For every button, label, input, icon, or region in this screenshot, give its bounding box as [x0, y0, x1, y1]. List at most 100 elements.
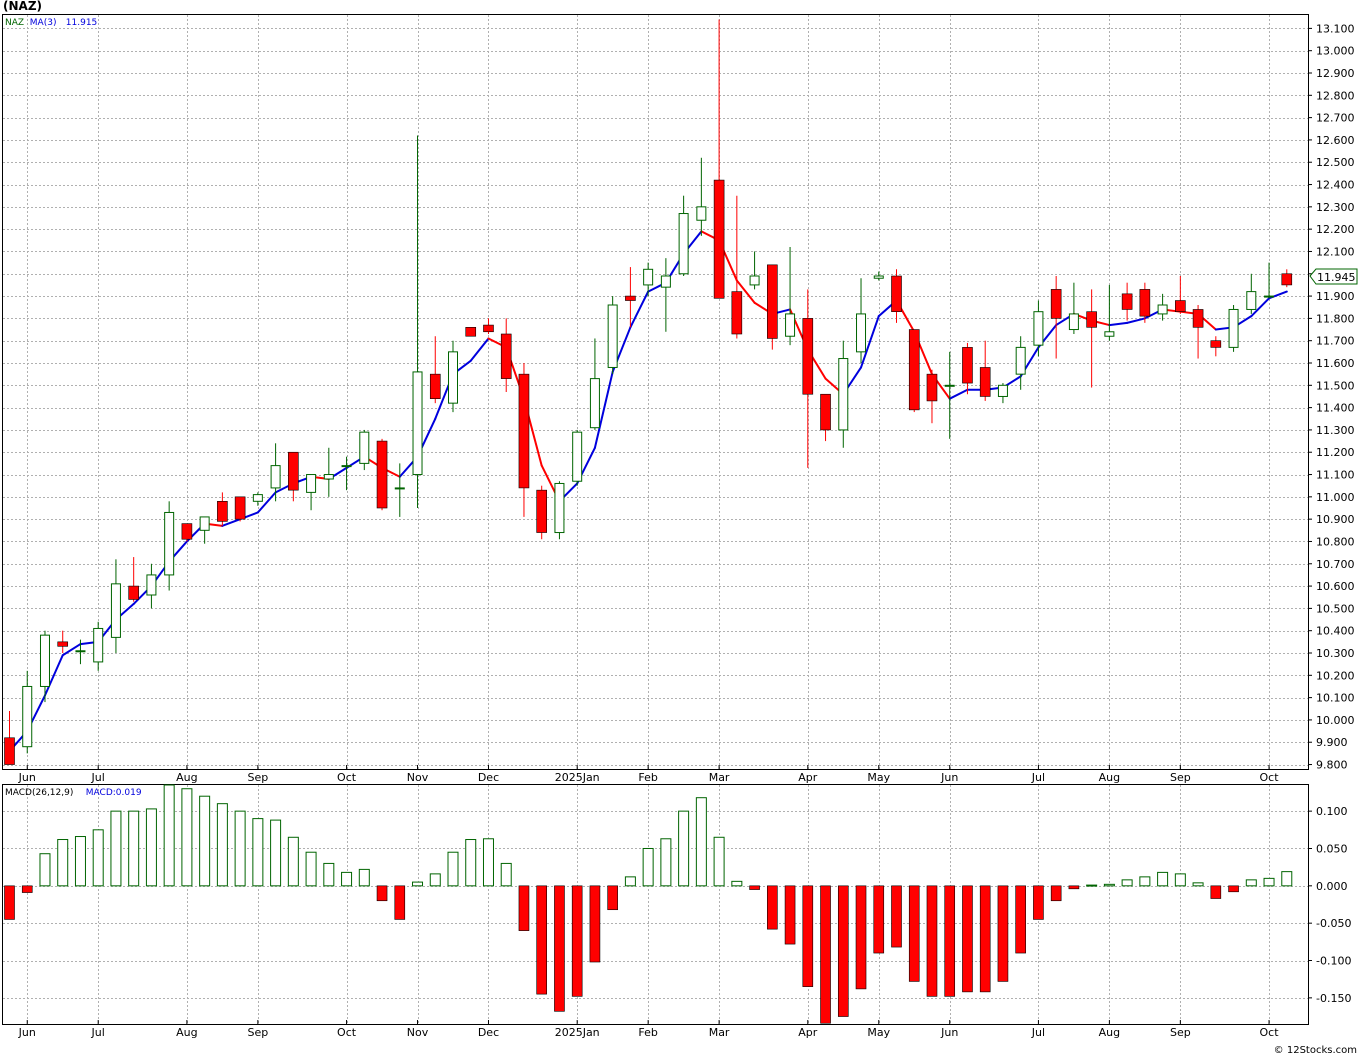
- macd-bar-positive: [642, 847, 654, 887]
- ma-segment: [1250, 297, 1271, 318]
- candle-body-down: [57, 641, 69, 647]
- legend-entry: MA(3): [30, 18, 57, 28]
- macd-bar-negative: [518, 885, 530, 931]
- y-tick-label: 11.200: [1316, 446, 1355, 459]
- macd-bar-positive: [447, 851, 459, 887]
- y-tick-label: 13.000: [1316, 45, 1355, 58]
- macd-bar-positive: [500, 862, 512, 887]
- ma-segment: [43, 654, 64, 697]
- candle-body-up: [39, 634, 50, 687]
- candle-body-up: [1068, 313, 1079, 331]
- candle-body-up: [146, 574, 157, 596]
- macd-bar-negative: [944, 885, 956, 997]
- y-tick-label: 11.100: [1316, 469, 1355, 482]
- candle-body-up: [607, 304, 618, 368]
- macd-bar-negative: [979, 885, 991, 993]
- candle-body-down: [979, 367, 991, 397]
- x-tick-label: Jul: [91, 1026, 105, 1039]
- x-tick-label: Oct: [337, 1026, 357, 1039]
- y-tick-label: 9.900: [1316, 736, 1348, 749]
- macd-panel-frame: [2, 784, 1309, 1025]
- macd-bar-positive: [1121, 879, 1133, 887]
- macd-bar-negative: [820, 885, 831, 1024]
- macd-bar-negative: [855, 885, 867, 990]
- macd-bar-negative: [997, 885, 1009, 982]
- macd-bar-negative: [891, 885, 902, 948]
- x-tick-label: Aug: [1099, 771, 1120, 784]
- price-panel-frame: [2, 14, 1309, 770]
- ma-segment: [61, 643, 82, 657]
- ma-segment: [221, 518, 242, 527]
- macd-bar-negative: [571, 885, 583, 997]
- candle-body-up: [678, 213, 689, 275]
- x-tick-label: Jul: [1031, 771, 1045, 784]
- candle-body-down: [128, 585, 139, 600]
- candle-body-up: [341, 465, 352, 468]
- price-legend: NAZ MA(3) 11.915: [5, 18, 97, 28]
- macd-bar-positive: [1103, 883, 1115, 887]
- candle-body-down: [802, 318, 814, 395]
- y-tick-label: 13.100: [1316, 22, 1355, 35]
- candle-body-up: [359, 431, 370, 464]
- candle-body-up: [589, 378, 600, 429]
- macd-bar-positive: [234, 810, 246, 887]
- macd-bar-negative: [1015, 885, 1026, 954]
- legend-entry: MACD:0.019: [86, 788, 142, 798]
- macd-bar-positive: [678, 810, 690, 887]
- candle-body-up: [75, 650, 86, 653]
- y-tick-label: 10.500: [1316, 602, 1355, 615]
- candle-body-down: [518, 373, 530, 489]
- y-tick-label: 12.800: [1316, 89, 1355, 102]
- y-tick-label: 12.400: [1316, 179, 1355, 192]
- x-tick-label: Jul: [91, 771, 105, 784]
- y-tick-label: 11.800: [1316, 312, 1355, 325]
- ma-segment: [469, 337, 490, 362]
- price-candles: [4, 19, 1293, 765]
- macd-bar-negative: [908, 885, 920, 982]
- macd-bar-positive: [1174, 873, 1186, 887]
- macd-bar-negative: [589, 885, 601, 963]
- macd-bar-positive: [731, 880, 743, 887]
- candle-body-down: [731, 291, 743, 335]
- macd-bar-positive: [1086, 884, 1098, 887]
- ma-segment: [593, 370, 614, 449]
- ma-segment: [629, 290, 650, 329]
- macd-bar-positive: [287, 836, 299, 887]
- y-tick-label: 11.300: [1316, 424, 1355, 437]
- candle-body-down: [483, 324, 494, 333]
- macd-bar-negative: [1210, 885, 1222, 899]
- candle-body-down: [1192, 309, 1204, 328]
- macd-bar-negative: [749, 885, 760, 890]
- y-tick-label: 10.700: [1316, 558, 1355, 571]
- candle-body-up: [1033, 311, 1044, 346]
- candle-body-down: [288, 451, 299, 491]
- candle-body-down: [1139, 289, 1151, 317]
- macd-bar-positive: [695, 797, 707, 887]
- x-tick-label: Oct: [337, 771, 357, 784]
- candle-body-down: [962, 347, 973, 384]
- candle-body-up: [749, 275, 760, 286]
- macd-bar-positive: [1192, 882, 1204, 887]
- candle-body-down: [1175, 300, 1186, 312]
- y-tick-label: 10.000: [1316, 714, 1355, 727]
- candle-body-up: [252, 494, 263, 502]
- macd-bar-positive: [482, 838, 494, 887]
- price-grid: [3, 15, 1308, 769]
- candle-body-up: [1246, 291, 1257, 310]
- macd-bar-negative: [926, 885, 938, 997]
- x-tick-label: Oct: [1260, 1026, 1280, 1039]
- macd-bar-positive: [39, 853, 51, 887]
- x-tick-label: Jun: [18, 1026, 36, 1039]
- candle-body-down: [1210, 340, 1222, 348]
- macd-grid: [3, 785, 1308, 1024]
- legend-entry: MACD(26,12,9): [5, 788, 73, 798]
- candle-body-up: [696, 206, 707, 221]
- macd-bar-positive: [358, 868, 370, 887]
- x-tick-label: Aug: [176, 1026, 197, 1039]
- x-tick-label: Dec: [478, 1026, 499, 1039]
- macd-bar-positive: [624, 876, 636, 887]
- y-tick-label: 10.400: [1316, 625, 1355, 638]
- macd-bar-positive: [216, 803, 228, 887]
- macd-y-axis: -0.150 -0.100 -0.050 0.000 0.050 0.100: [1308, 805, 1351, 1005]
- macd-bar-positive: [465, 839, 477, 887]
